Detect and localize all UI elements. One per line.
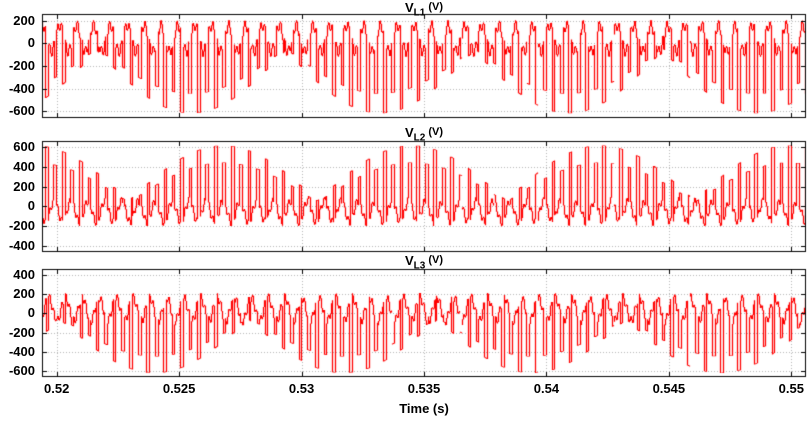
title-symbol: V (404, 253, 414, 268)
x-tick-label: 0.525 (162, 381, 196, 396)
y-tick-label: 600 (13, 138, 35, 154)
y-tick-label: -600 (8, 363, 35, 379)
y-tick-label: -200 (8, 218, 35, 234)
title-symbol: V (404, 0, 414, 15)
subplot-title-vl1: VL1(V) (42, 0, 806, 19)
x-tick-label: 0.55 (778, 381, 804, 396)
title-unit: (V) (428, 1, 443, 13)
y-tick-label: -200 (8, 324, 35, 340)
y-tick-label: -400 (8, 80, 35, 96)
x-tick-label: 0.545 (652, 381, 686, 396)
title-subscript: L2 (413, 132, 426, 144)
y-tick-label: 0 (27, 305, 35, 321)
title-subscript: L1 (413, 7, 426, 19)
y-tick-label: 400 (13, 266, 35, 282)
y-tick-label: -200 (8, 58, 35, 73)
y-tick-label: -400 (8, 343, 35, 359)
title-unit: (V) (428, 254, 443, 266)
y-tick-label: -600 (8, 103, 35, 119)
y-tick-label: 0 (27, 198, 35, 214)
x-tick-label: 0.54 (533, 381, 560, 396)
y-tick-label: 200 (13, 12, 35, 28)
y-tick-label: 0 (27, 35, 35, 51)
y-tick-label: -400 (8, 238, 35, 254)
x-tick-label: 0.53 (288, 381, 315, 396)
y-tick-label: 200 (13, 178, 35, 194)
x-axis-label: Time (s) (399, 401, 449, 416)
title-symbol: V (404, 125, 414, 140)
subplot-title-vl2: VL2(V) (42, 125, 806, 144)
y-tick-label: 400 (13, 158, 35, 174)
y-tick-label: 200 (13, 286, 35, 302)
x-tick-label: 0.52 (44, 381, 70, 396)
title-subscript: L3 (413, 260, 426, 272)
x-tick-label: 0.535 (407, 381, 441, 396)
title-unit: (V) (428, 126, 443, 138)
subplot-title-vl3: VL3(V) (42, 253, 806, 272)
